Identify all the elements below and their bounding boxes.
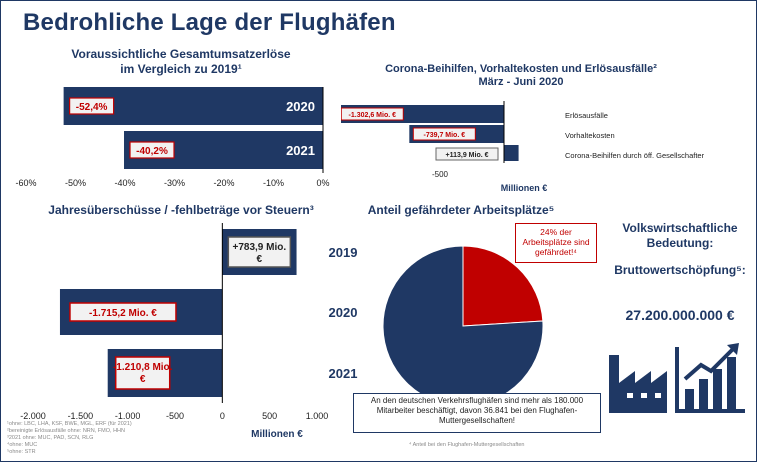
revenue-x-tick: -10% (263, 178, 284, 188)
jobs-note: An den deutschen Verkehrsflughäfen sind … (353, 393, 601, 433)
footnote-4: ⁴ohne: MUC (7, 442, 38, 448)
net-income-bar-chart: +783,9 Mio.€ 2019-1.715,2 Mio. €2020-1.21… (20, 223, 358, 440)
net-income-x-tick: -500 (166, 411, 184, 421)
net-income-category-label: 2021 (329, 366, 358, 381)
jobs-pie-chart (382, 245, 544, 407)
revenue-category-label: 2020 (286, 99, 315, 114)
jobs-chart-title: Anteil gefährdeter Arbeitsplätze⁵ (367, 203, 555, 217)
net-income-x-tick: 500 (262, 411, 277, 421)
revenue-title-line2: im Vergleich zu 2019¹ (120, 62, 242, 76)
aid-bar (504, 145, 519, 161)
revenue-x-tick: 0% (316, 178, 329, 188)
aid-category-label: Corona-Beihilfen durch öff. Gesellschaft… (565, 151, 705, 160)
footnotes: ¹ohne: LBC, LHA, KSF, BWE, MGL, ERF (für… (7, 421, 132, 456)
net-income-x-tick: -1.000 (115, 411, 141, 421)
footnote-1: ¹ohne: LBC, LHA, KSF, BWE, MGL, ERF (für… (7, 421, 132, 427)
net-income-category-label: 2019 (329, 245, 358, 260)
net-income-x-tick: -2.000 (20, 411, 46, 421)
revenue-category-label: 2021 (286, 143, 315, 158)
revenue-x-tick: -20% (213, 178, 234, 188)
footnote-2: ²bereinigte Erlösausfälle ohne: NRN, FMO… (7, 428, 125, 434)
aid-category-label: Vorhaltekosten (565, 131, 615, 140)
net-income-x-tick: 0 (220, 411, 225, 421)
aid-bar-chart: -1.302,6 Mio. € Erlösausfälle -739,7 Mio. … (341, 101, 705, 193)
revenue-x-tick: -40% (114, 178, 135, 188)
net-income-value-label: € (257, 254, 263, 265)
net-income-value-label: +783,9 Mio. (233, 242, 287, 253)
aid-x-label: Millionen € (501, 183, 548, 193)
net-income-x-label: Millionen € (251, 429, 303, 440)
jobs-footnote: ⁴ Anteil bei den Flughafen-Muttergesells… (409, 442, 525, 448)
revenue-x-tick: -30% (164, 178, 185, 188)
economy-title: Volkswirtschaftliche Bedeutung: (622, 221, 738, 250)
aid-value-box (435, 147, 499, 161)
footnote-5: ⁵ohne: STR (7, 449, 36, 455)
net-income-x-tick: 1.000 (306, 411, 329, 421)
revenue-value-box (69, 97, 115, 115)
revenue-value-label: -52,4% (76, 102, 108, 113)
aid-value-label: +113,9 Mio. € (446, 152, 489, 159)
net-income-category-label: 2020 (329, 305, 358, 320)
aid-value-box (341, 107, 404, 121)
revenue-x-tick: -60% (15, 178, 36, 188)
aid-chart-title: Corona-Beihilfen, Vorhaltekosten und Erl… (361, 63, 681, 89)
revenue-chart-title: Voraussichtliche Gesamtumsatzerlöse im V… (41, 47, 321, 77)
aid-title-line2: März - Juni 2020 (478, 76, 564, 88)
net-income-x-tick: -1.500 (68, 411, 94, 421)
aid-title-line1: Corona-Beihilfen, Vorhaltekosten und Erl… (385, 63, 657, 75)
aid-value-box (412, 127, 476, 141)
revenue-x-tick: -50% (65, 178, 86, 188)
pie-slice-endangered (462, 245, 544, 327)
aid-x-tick: -500 (432, 170, 449, 179)
factory-and-growth-chart-icon (609, 343, 745, 413)
economy-label: Bruttowertschöpfung⁵: (614, 263, 746, 277)
jobs-callout: 24% der Arbeitsplätze sind gefährdet!⁴ (515, 223, 597, 263)
aid-category-label: Erlösausfälle (565, 111, 608, 120)
revenue-bar-chart: -52,4% 2020 -40,2% 2021 -60% -50% -40% -30% -20%… (15, 87, 330, 188)
pie-slice-safe (382, 245, 544, 407)
aid-value-label: -1.302,6 Mio. € (349, 112, 397, 119)
page-title: Bedrohliche Lage der Flughäfen (23, 9, 396, 36)
economy-value: 27.200.000.000 € (625, 307, 735, 323)
net-income-value-label: -1.715,2 Mio. € (89, 308, 157, 319)
revenue-title-line1: Voraussichtliche Gesamtumsatzerlöse (71, 47, 291, 61)
footnote-3: ³2021 ohne: MUC, PAD, SCN, RLG (7, 435, 94, 441)
net-income-value-box (114, 356, 171, 390)
net-income-value-label: € (140, 374, 146, 385)
net-income-value-box (69, 302, 177, 322)
net-income-value-box (227, 236, 292, 268)
revenue-value-box (129, 141, 175, 159)
aid-value-label: -739,7 Mio. € (423, 132, 465, 139)
net-income-chart-title: Jahresüberschüsse / -fehlbeträge vor Ste… (48, 203, 314, 217)
net-income-value-label: -1.210,8 Mio. (113, 362, 173, 373)
revenue-value-label: -40,2% (136, 146, 168, 157)
